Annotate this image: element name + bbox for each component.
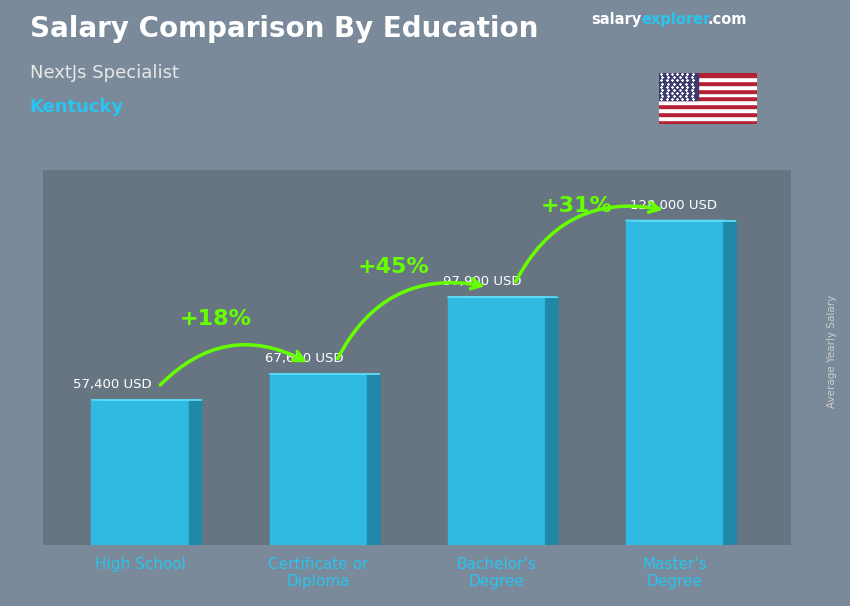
Bar [659, 101, 756, 104]
Polygon shape [367, 374, 380, 545]
Text: 57,400 USD: 57,400 USD [73, 378, 151, 391]
Text: explorer: explorer [642, 12, 711, 27]
Bar [626, 221, 723, 545]
Polygon shape [190, 400, 202, 545]
Bar [659, 116, 756, 120]
Bar [659, 88, 756, 93]
Text: +31%: +31% [541, 196, 613, 216]
Bar [448, 297, 546, 545]
Text: Salary Comparison By Education: Salary Comparison By Education [30, 15, 538, 43]
Bar [659, 112, 756, 116]
Polygon shape [723, 221, 736, 545]
Bar [269, 374, 367, 545]
Bar [92, 400, 190, 545]
Bar [659, 108, 756, 112]
Bar [659, 77, 756, 81]
Text: .com: .com [707, 12, 746, 27]
Bar [659, 73, 698, 101]
Text: Kentucky: Kentucky [30, 98, 124, 116]
Bar [659, 93, 756, 96]
Text: NextJs Specialist: NextJs Specialist [30, 64, 178, 82]
Text: 97,900 USD: 97,900 USD [443, 275, 522, 288]
Bar [659, 96, 756, 101]
Text: 67,600 USD: 67,600 USD [265, 352, 343, 365]
Bar [659, 81, 756, 85]
Bar [659, 120, 756, 124]
Text: Average Yearly Salary: Average Yearly Salary [827, 295, 837, 408]
Text: salary: salary [591, 12, 641, 27]
Text: 128,000 USD: 128,000 USD [630, 199, 717, 211]
Bar [659, 104, 756, 108]
Bar [659, 73, 756, 77]
Text: +45%: +45% [358, 258, 429, 278]
Polygon shape [546, 297, 558, 545]
Bar [659, 85, 756, 88]
Text: +18%: +18% [179, 308, 252, 328]
